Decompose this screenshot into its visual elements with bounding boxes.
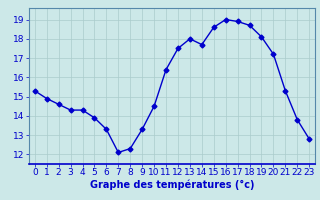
X-axis label: Graphe des températures (°c): Graphe des températures (°c) (90, 180, 254, 190)
